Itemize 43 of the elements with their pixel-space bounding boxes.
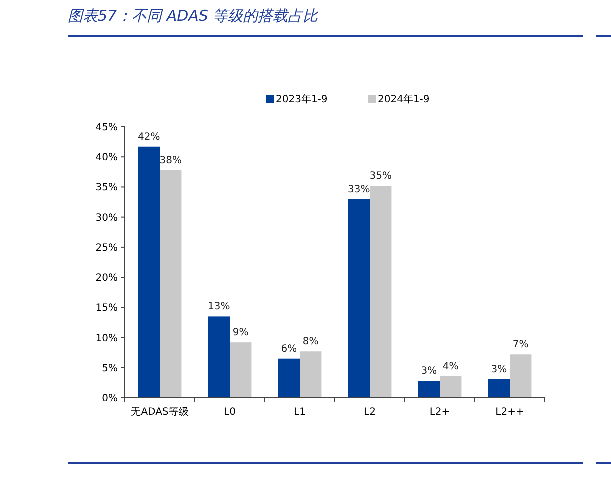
y-tick-label: 30% — [96, 212, 118, 224]
bar — [418, 381, 440, 398]
x-tick-label: L1 — [294, 407, 306, 418]
x-tick-label: L2++ — [496, 407, 524, 418]
data-label: 13% — [208, 302, 230, 313]
data-label: 3% — [491, 364, 508, 376]
x-tick-label: L2+ — [430, 407, 450, 418]
bar — [510, 354, 532, 398]
bar — [278, 358, 300, 398]
bar — [348, 199, 370, 398]
y-tick-label: 10% — [96, 333, 118, 344]
y-tick-label: 20% — [96, 273, 118, 284]
bar — [488, 379, 510, 398]
y-tick-label: 35% — [96, 182, 118, 194]
chart-title: 图表57：不同 ADAS 等级的搭载占比 — [68, 7, 320, 25]
y-tick-label: 5% — [102, 363, 118, 374]
y-tick-label: 25% — [96, 242, 118, 254]
bar — [300, 352, 322, 398]
legend-label: 2023年1-9 — [276, 94, 328, 106]
data-label: 3% — [421, 366, 438, 378]
data-label: 9% — [232, 328, 249, 339]
data-label: 6% — [281, 344, 298, 355]
data-label: 4% — [442, 361, 459, 372]
y-tick-label: 45% — [96, 122, 118, 134]
y-tick-label: 0% — [102, 394, 118, 404]
data-label: 8% — [302, 336, 319, 348]
bar — [230, 342, 252, 398]
data-label: 35% — [370, 171, 392, 182]
bar — [138, 146, 160, 398]
bar — [208, 316, 230, 398]
data-label: 42% — [138, 132, 160, 143]
bar — [440, 376, 462, 398]
data-label: 7% — [512, 340, 529, 351]
bar — [370, 186, 392, 398]
data-label: 33% — [348, 184, 370, 196]
legend-label: 2024年1-9 — [378, 94, 430, 106]
x-tick-label: L2 — [364, 407, 376, 418]
x-tick-label: L0 — [224, 407, 236, 418]
y-tick-label: 15% — [96, 303, 118, 314]
data-label: 38% — [160, 155, 182, 166]
x-tick-label: 无ADAS等级 — [131, 406, 189, 418]
bar — [160, 170, 182, 398]
y-tick-label: 40% — [96, 152, 118, 164]
